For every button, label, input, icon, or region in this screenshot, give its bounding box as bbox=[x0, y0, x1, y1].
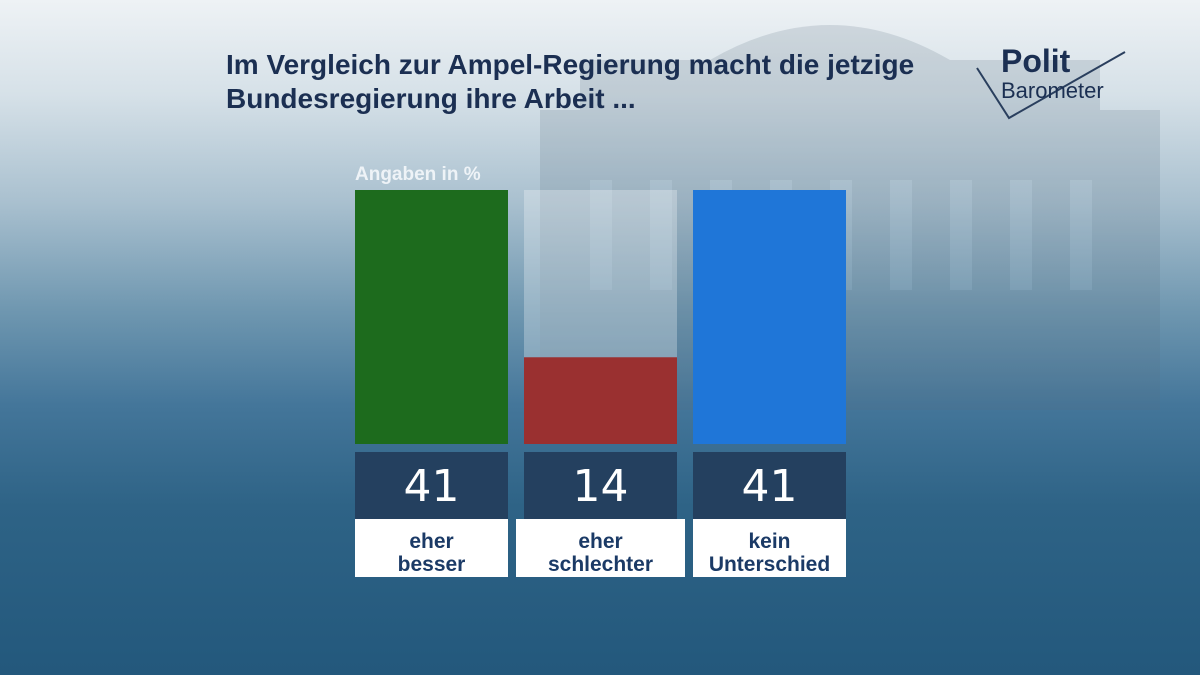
category-label-0-0: eher bbox=[409, 530, 453, 553]
value-label-1: 14 bbox=[573, 461, 629, 512]
bar-2 bbox=[693, 190, 846, 444]
category-box-0 bbox=[355, 519, 508, 577]
unit-label: Angaben in % bbox=[355, 164, 481, 185]
checkmark-icon bbox=[976, 51, 1126, 120]
logo-line-2: Barometer bbox=[1001, 78, 1104, 103]
bar-0 bbox=[355, 190, 508, 444]
category-box-1 bbox=[516, 519, 685, 577]
category-label-2-1: Unterschied bbox=[709, 553, 830, 576]
politbarometer-logo: Polit Barometer bbox=[975, 40, 1135, 120]
value-label-2: 41 bbox=[742, 461, 798, 512]
chart-title: Im Vergleich zur Ampel-Regierung macht d… bbox=[226, 49, 915, 114]
value-box-0 bbox=[355, 452, 508, 519]
value-box-1 bbox=[524, 452, 677, 519]
category-label-2-0: kein bbox=[748, 530, 790, 553]
category-label-0-1: besser bbox=[398, 553, 466, 576]
bar-1 bbox=[524, 357, 677, 444]
value-box-2 bbox=[693, 452, 846, 519]
category-label-1-0: eher bbox=[578, 530, 622, 553]
category-label-1-1: schlechter bbox=[548, 553, 653, 576]
value-label-0: 41 bbox=[404, 461, 460, 512]
logo-line-1: Polit bbox=[1001, 43, 1071, 79]
category-box-2 bbox=[693, 519, 846, 577]
